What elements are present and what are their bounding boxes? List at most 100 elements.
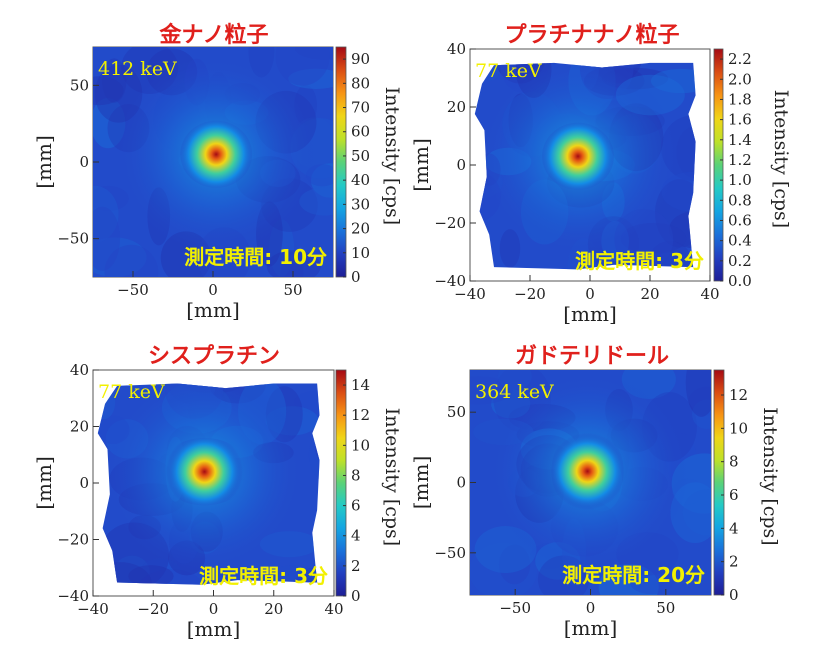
y-tick-label: 50 [447,403,466,421]
x-tick-label: 0 [208,281,218,299]
colorbar-tick-label: 4 [729,519,739,537]
colorbar-tick-label: 6 [351,497,361,515]
colorbar-label: Intensity [cps] [381,408,403,546]
measurement-time-label: 測定時間: 20分 [562,563,705,587]
x-tick-label: 20 [264,600,283,618]
colorbar-tick-label: 2.2 [728,50,752,68]
colorbar [713,48,724,282]
colorbar-tick-label: 0.4 [728,232,752,250]
colorbar-tick-label: 0.2 [728,252,752,270]
colorbar-tick-label: 0.8 [728,191,752,209]
y-tick-label: 50 [70,76,89,94]
colorbar-tick-label: 90 [351,50,370,68]
colorbar-label: Intensity [cps] [770,90,792,228]
colorbar-tick-label: 1.0 [728,171,752,189]
colorbar-tick-label: 2 [729,553,739,571]
y-axis-label: [mm] [32,456,56,510]
hotspot [158,437,251,506]
colorbar [713,369,725,596]
y-tick-label: 0 [79,153,89,171]
colorbar-tick-label: 2.0 [728,70,752,88]
colorbar-tick-label: 1.4 [728,131,752,149]
x-tick-label: 40 [700,285,719,303]
heatmap-image [93,47,333,277]
colorbar-tick-label: 1.8 [728,90,752,108]
x-tick-label: −20 [137,600,169,618]
y-tick-label: 20 [447,98,466,116]
colorbar-label: Intensity [cps] [381,87,403,225]
x-tick-label: −50 [117,281,149,299]
measurement-time-label: 測定時間: 3分 [575,249,704,273]
panel-title: シスプラチン [147,344,281,369]
colorbar-tick-label: 10 [729,419,748,437]
colorbar-tick-label: 40 [351,171,370,189]
hotspot [542,122,614,190]
colorbar [335,46,347,278]
measurement-time-label: 測定時間: 10分 [184,245,327,269]
x-tick-label: 0 [586,599,596,617]
y-tick-label: −50 [57,230,89,248]
y-tick-label: 0 [456,156,466,174]
panel-platinum-nanoparticles: プラチナナノ粒子 77 keV 測定時間: 3分 −40 −20 0 20 40 −40 −20… [409,0,825,328]
colorbar-tick-label: 30 [351,195,370,213]
energy-label: 77 keV [475,60,542,82]
panel-title: ガドテリドール [514,344,670,369]
panel-title: 金ナノ粒子 [159,23,269,48]
y-tick-label: 0 [456,474,466,492]
colorbar-tick-label: 8 [351,466,361,484]
hotspot [551,427,624,515]
y-tick-label: −20 [57,531,89,549]
colorbar [335,369,347,597]
colorbar-tick-label: 1.2 [728,151,752,169]
x-tick-label: 50 [283,281,302,299]
colorbar-tick-label: 12 [351,406,370,424]
energy-label: 364 keV [475,381,554,403]
x-tick-label: 50 [656,599,675,617]
energy-label: 77 keV [98,381,165,403]
x-tick-label: 0 [585,285,595,303]
colorbar-tick-label: 20 [351,220,370,238]
colorbar-label: Intensity [cps] [759,407,781,545]
x-tick-label: 40 [324,600,343,618]
x-tick-label: −40 [77,600,109,618]
x-tick-label: −40 [454,285,486,303]
colorbar-tick-label: 0.6 [728,211,752,229]
colorbar-tick-label: 2 [351,557,361,575]
colorbar-tick-label: 50 [351,147,370,165]
colorbar-tick-label: 0 [729,586,739,604]
colorbar-tick-label: 14 [351,376,370,394]
y-tick-label: −50 [434,544,466,562]
colorbar-tick-label: 10 [351,244,370,262]
y-axis-label: [mm] [409,456,433,510]
colorbar-tick-label: 70 [351,99,370,117]
colorbar-tick-label: 4 [351,527,361,545]
y-axis-label: [mm] [32,135,56,189]
colorbar-tick-label: 6 [729,486,739,504]
colorbar-tick-label: 1.6 [728,111,752,129]
y-tick-label: −40 [57,587,89,605]
hotspot [180,120,253,188]
x-tick-label: 0 [209,600,219,618]
colorbar-tick-label: 10 [351,436,370,454]
x-tick-label: 20 [640,285,659,303]
x-axis-label: [mm] [564,616,618,640]
x-tick-label: −50 [499,599,531,617]
x-axis-label: [mm] [187,617,241,641]
x-tick-label: −20 [514,285,546,303]
y-axis-label: [mm] [409,138,433,192]
heatmap-image [470,370,711,595]
colorbar-tick-label: 0 [351,587,361,605]
panel-title: プラチナナノ粒子 [504,23,680,48]
panel-gadoteridol: ガドテリドール 364 keV 測定時間: 20分 −50 0 50 −50 0 50 [mm]… [409,328,825,657]
colorbar-tick-label: 60 [351,123,370,141]
y-tick-label: −20 [434,214,466,232]
colorbar-tick-label: 0.0 [728,272,752,290]
y-tick-label: 0 [79,474,89,492]
panel-cisplatin: シスプラチン 77 keV 測定時間: 3分 −40 −20 0 20 40 −40 −20 0 2… [0,328,412,657]
y-tick-label: 40 [70,361,89,379]
y-tick-label: −40 [434,272,466,290]
